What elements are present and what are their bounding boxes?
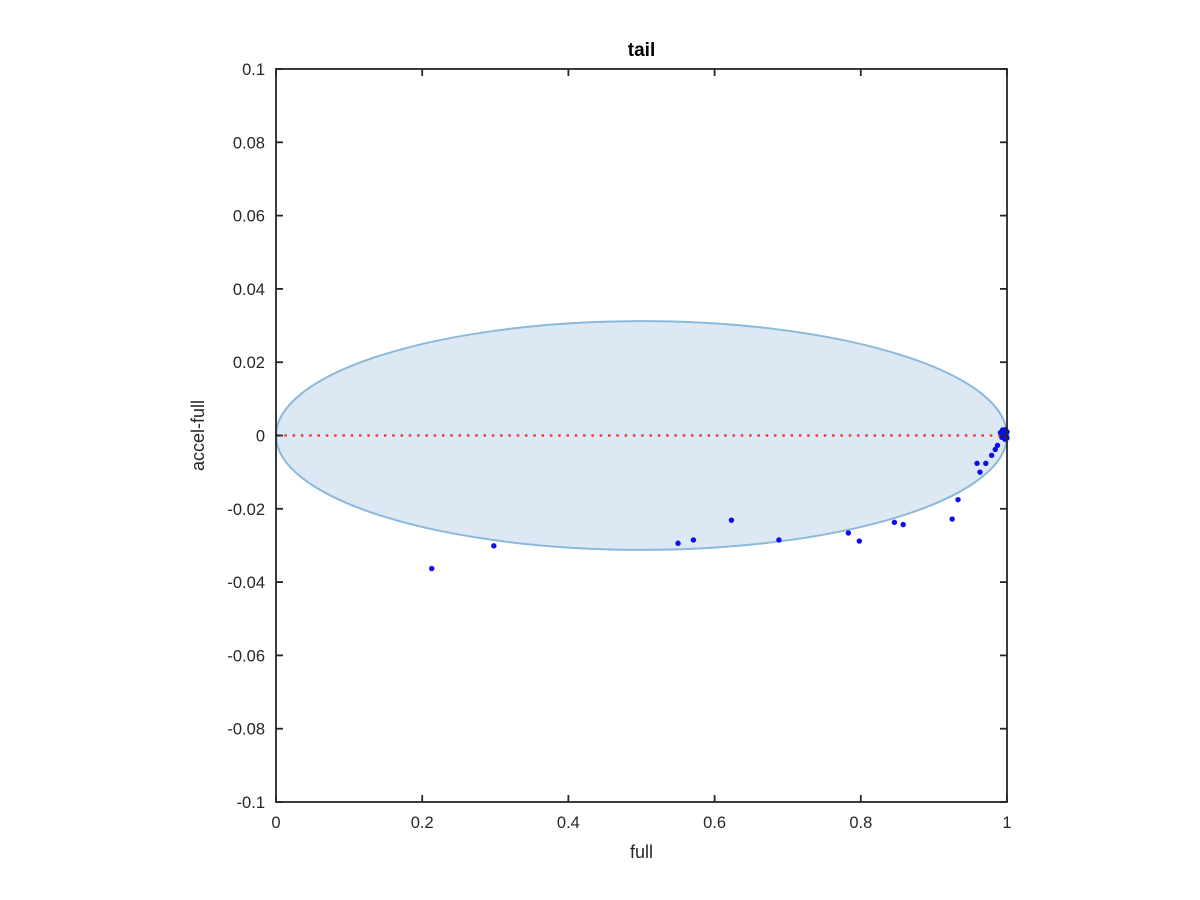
y-tick-label: 0.04 — [233, 281, 265, 299]
y-axis-label: accel-full — [188, 400, 208, 471]
x-tick-label: 1 — [1002, 814, 1011, 832]
data-point — [994, 442, 1001, 449]
data-point — [900, 521, 906, 528]
y-tick-label: 0.06 — [233, 208, 265, 226]
data-point — [988, 452, 995, 458]
x-tick-label: 0 — [271, 814, 280, 832]
y-tick-label: 0 — [256, 428, 265, 446]
data-point — [675, 540, 681, 546]
data-point — [955, 496, 961, 503]
data-point — [891, 519, 898, 526]
x-tick-label: 0.4 — [557, 814, 580, 832]
data-point — [845, 530, 852, 536]
data-point — [977, 469, 983, 475]
plot-title: tail — [628, 40, 655, 61]
data-point — [949, 516, 955, 522]
data-point — [728, 517, 735, 523]
y-tick-label: -0.1 — [237, 794, 265, 812]
data-point — [429, 565, 435, 572]
y-tick-label: -0.06 — [227, 647, 265, 665]
axes-box — [275, 68, 1008, 803]
y-tick-label: 0.02 — [233, 354, 265, 372]
data-point — [974, 460, 980, 467]
x-tick-label: 0.6 — [703, 814, 726, 832]
x-axis-label: full — [630, 842, 653, 862]
y-tick-label: -0.02 — [227, 501, 265, 519]
y-tick-label: 0.1 — [242, 61, 265, 79]
x-tick-label: 0.8 — [849, 814, 872, 832]
tick-labels: 0 0.2 0.4 0.6 0.8 1 -0.1 -0.08 -0.06 -0.04 -0.02 0 0… — [227, 61, 1011, 832]
data-point — [776, 537, 782, 543]
data-point — [491, 543, 497, 549]
data-point — [856, 538, 863, 544]
y-tick-label: -0.04 — [227, 574, 265, 592]
data-point — [983, 460, 989, 467]
data-point — [992, 446, 999, 453]
y-tick-label: 0.08 — [233, 134, 265, 152]
data-point — [690, 537, 697, 543]
x-tick-label: 0.2 — [411, 814, 434, 832]
y-tick-label: -0.08 — [227, 721, 265, 739]
